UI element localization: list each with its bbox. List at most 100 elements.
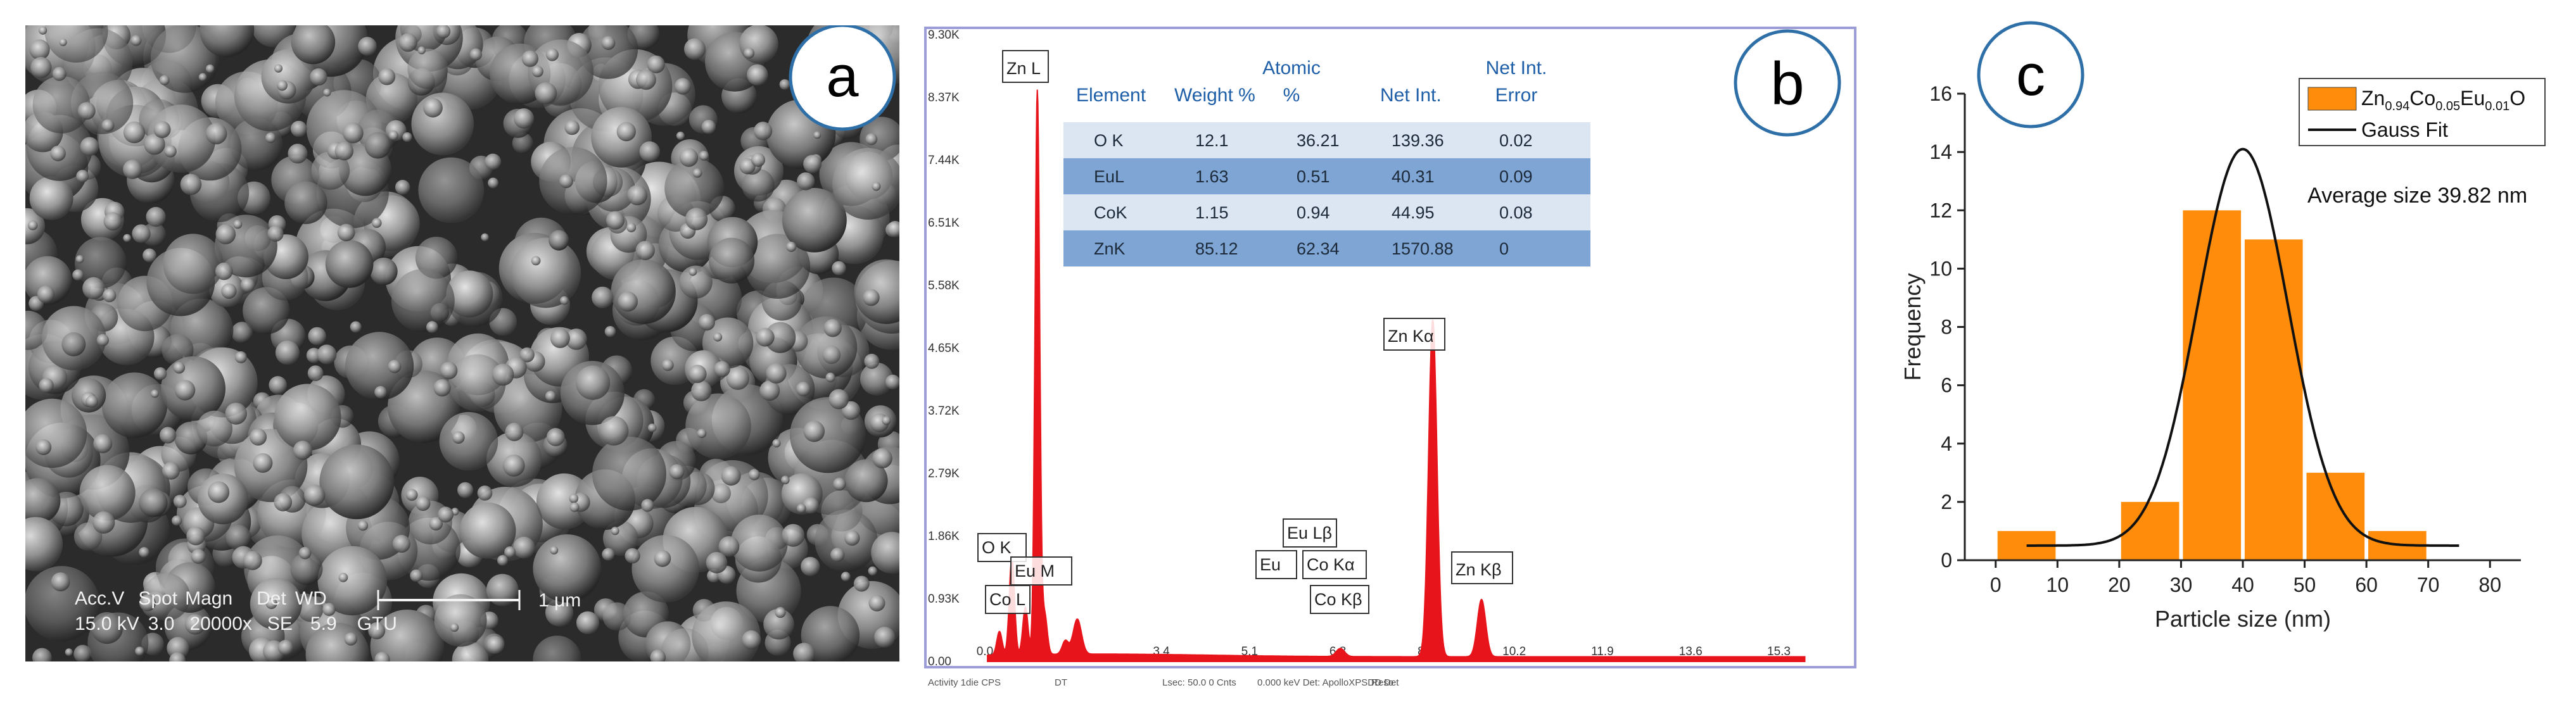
histogram-x-tick: 70 <box>2417 574 2440 596</box>
svg-text:a: a <box>826 44 859 109</box>
eds-table-cell: 0.02 <box>1499 131 1533 150</box>
eds-y-tick: 6.51K <box>928 216 960 230</box>
eds-peak-label: Eu Lβ <box>1287 523 1332 542</box>
legend-series-label: Zn0.94Co0.05Eu0.01O <box>2361 87 2525 113</box>
histogram-bar <box>2121 501 2179 560</box>
histogram-bar <box>2183 210 2242 561</box>
eds-peak-label-box <box>985 585 1031 614</box>
eds-y-tick: 3.72K <box>928 404 960 418</box>
eds-peak-label: Eu <box>1260 555 1281 574</box>
eds-table-header: % <box>1283 85 1300 106</box>
eds-peak-label-box <box>1383 318 1445 351</box>
eds-y-tick: 8.37K <box>928 91 960 104</box>
histogram-y-tick: 0 <box>1941 549 1952 572</box>
histogram-x-tick: 60 <box>2355 574 2378 596</box>
histogram-x-tick: 20 <box>2108 574 2131 596</box>
eds-table-cell: 44.95 <box>1392 203 1435 222</box>
eds-x-tick: 15.3 <box>1767 645 1791 658</box>
eds-composition-table: Element Weight % Atomic% Net Int. Net Int. Er… <box>1063 58 1590 266</box>
eds-y-tick: 0.93K <box>928 592 960 606</box>
histogram-y-tick: 4 <box>1941 432 1952 455</box>
eds-peak-label: Eu M <box>1015 561 1055 580</box>
average-size-annotation: Average size 39.82 nm <box>2307 184 2527 208</box>
eds-y-tick: 7.44K <box>928 154 960 167</box>
eds-table-cell: 0.09 <box>1499 167 1533 186</box>
eds-table-cell: O K <box>1094 131 1124 150</box>
eds-panel: 0.00 0.93K 1.86K 2.79K 3.72K 4.65K 5.58K 6.51K 7… <box>922 22 1865 699</box>
eds-x-tick: 5.1 <box>1241 645 1258 658</box>
eds-y-tick: 2.79K <box>928 467 960 480</box>
histogram-y-tick: 8 <box>1941 316 1952 339</box>
histogram-x-tick: 80 <box>2478 574 2501 596</box>
histogram-x-tick: 10 <box>2046 574 2069 596</box>
eds-spectrum-line <box>987 89 1806 662</box>
histogram-y-tick: 2 <box>1941 491 1952 513</box>
histogram-x-tick: 40 <box>2231 574 2254 596</box>
eds-table-cell: 0.94 <box>1297 203 1330 222</box>
eds-y-tick: 5.58K <box>928 279 960 292</box>
svg-text:b: b <box>1770 50 1804 118</box>
histogram-panel: 0 2 4 6 8 10 12 14 16 0 10 20 30 40 50 60 70 80 Particle … <box>1869 0 2576 699</box>
panel-label-a: a <box>789 23 896 131</box>
histogram-y-tick: 16 <box>1929 82 1952 105</box>
eds-table-header: Error <box>1495 85 1538 106</box>
eds-table-row <box>1063 194 1590 230</box>
eds-peak-labels: Zn L Zn Kα Zn Kβ O K Co L Eu M Eu Lβ Co Kα Co Kβ… <box>977 50 1513 614</box>
eds-footer-text: DT <box>1055 677 1067 688</box>
histogram-x-tick: 30 <box>2170 574 2193 596</box>
eds-table-cell: ZnK <box>1094 239 1126 258</box>
eds-peak-label-box <box>1451 551 1513 584</box>
eds-table-cell: 40.31 <box>1392 167 1435 186</box>
eds-footer-text: Activity 1die CPS <box>928 677 1001 688</box>
eds-table-header: Net Int. <box>1380 85 1442 106</box>
eds-table-header: Element <box>1076 85 1146 106</box>
eds-table-row <box>1063 230 1590 266</box>
eds-table-row <box>1063 158 1590 194</box>
eds-table-cell: EuL <box>1094 167 1124 186</box>
eds-peak-label-box <box>1010 556 1072 586</box>
eds-table-cell: 1.15 <box>1195 203 1229 222</box>
sem-info-values: 15.0 kV 3.0 20000x SE 5.9 GTU <box>75 613 397 634</box>
sem-image: Acc.V Spot Magn Det WD 15.0 kV 3.0 20000x SE 5.9… <box>0 0 929 686</box>
eds-footer-text: Lsec: 50.0 0 Cnts <box>1162 677 1236 688</box>
histogram-bar <box>2306 472 2365 560</box>
eds-table-header: Net Int. <box>1486 58 1547 78</box>
sem-info-bar: Acc.V Spot Magn Det WD 15.0 kV 3.0 20000x SE 5.9… <box>75 588 581 634</box>
eds-y-tick: 1.86K <box>928 530 960 543</box>
eds-table-cell: 12.1 <box>1195 131 1229 150</box>
eds-peak-label: Co Kα <box>1307 555 1355 574</box>
eds-y-axis: 0.00 0.93K 1.86K 2.79K 3.72K 4.65K 5.58K 6.51K 7… <box>928 28 960 668</box>
histogram-y-tick: 12 <box>1929 199 1952 222</box>
eds-y-tick: 9.30K <box>928 28 960 42</box>
eds-peak-label: Zn L <box>1006 59 1041 78</box>
eds-peak-label-box <box>1002 50 1049 83</box>
eds-spectrum: 0.00 0.93K 1.86K 2.79K 3.72K 4.65K 5.58K 6.51K 7… <box>922 22 1865 699</box>
eds-peak-label-box <box>1310 585 1369 614</box>
histogram-x-tick: 50 <box>2294 574 2316 596</box>
eds-footer: Activity 1die CPS DT Lsec: 50.0 0 Cnts 0.00… <box>928 677 1399 688</box>
eds-table-cell: 0.51 <box>1297 167 1330 186</box>
eds-footer-text: 0.000 keV Det: ApolloXPSDD Det <box>1257 677 1399 688</box>
eds-table-cell: 85.12 <box>1195 239 1238 258</box>
eds-peak-label: Zn Kβ <box>1456 560 1502 579</box>
histogram-axes: 0 2 4 6 8 10 12 14 16 0 10 20 30 40 50 60 70 80 <box>1929 82 2521 596</box>
eds-x-tick: 10.2 <box>1502 645 1526 658</box>
eds-peak-label: Co Kβ <box>1314 590 1362 609</box>
eds-peak-label: Zn Kα <box>1388 327 1434 346</box>
histogram-y-tick: 14 <box>1929 141 1952 163</box>
panel-label-c: c <box>1977 21 2084 128</box>
sem-info-header: Acc.V Spot Magn Det WD <box>75 588 327 609</box>
eds-peak-label-box <box>1255 550 1297 579</box>
svg-text:c: c <box>2016 43 2045 108</box>
eds-table-cell: CoK <box>1094 203 1127 222</box>
histogram-chart: 0 2 4 6 8 10 12 14 16 0 10 20 30 40 50 60 70 80 Particle … <box>1869 0 2576 699</box>
eds-x-tick: 11.9 <box>1591 645 1614 658</box>
legend-fit-label: Gauss Fit <box>2361 118 2448 141</box>
eds-table-header: Atomic <box>1262 58 1321 78</box>
histogram-y-tick: 10 <box>1929 257 1952 280</box>
eds-y-tick: 4.65K <box>928 342 960 355</box>
eds-table-cell: 36.21 <box>1297 131 1340 150</box>
eds-table-cell: 1.63 <box>1195 167 1229 186</box>
panel-label-b: b <box>1734 29 1841 137</box>
histogram-legend: Zn0.94Co0.05Eu0.01O Gauss Fit <box>2299 78 2546 146</box>
